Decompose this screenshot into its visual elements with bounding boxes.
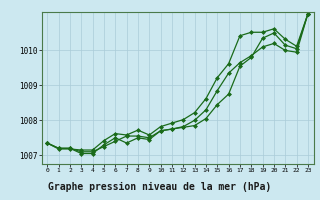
Text: Graphe pression niveau de la mer (hPa): Graphe pression niveau de la mer (hPa)	[48, 182, 272, 192]
